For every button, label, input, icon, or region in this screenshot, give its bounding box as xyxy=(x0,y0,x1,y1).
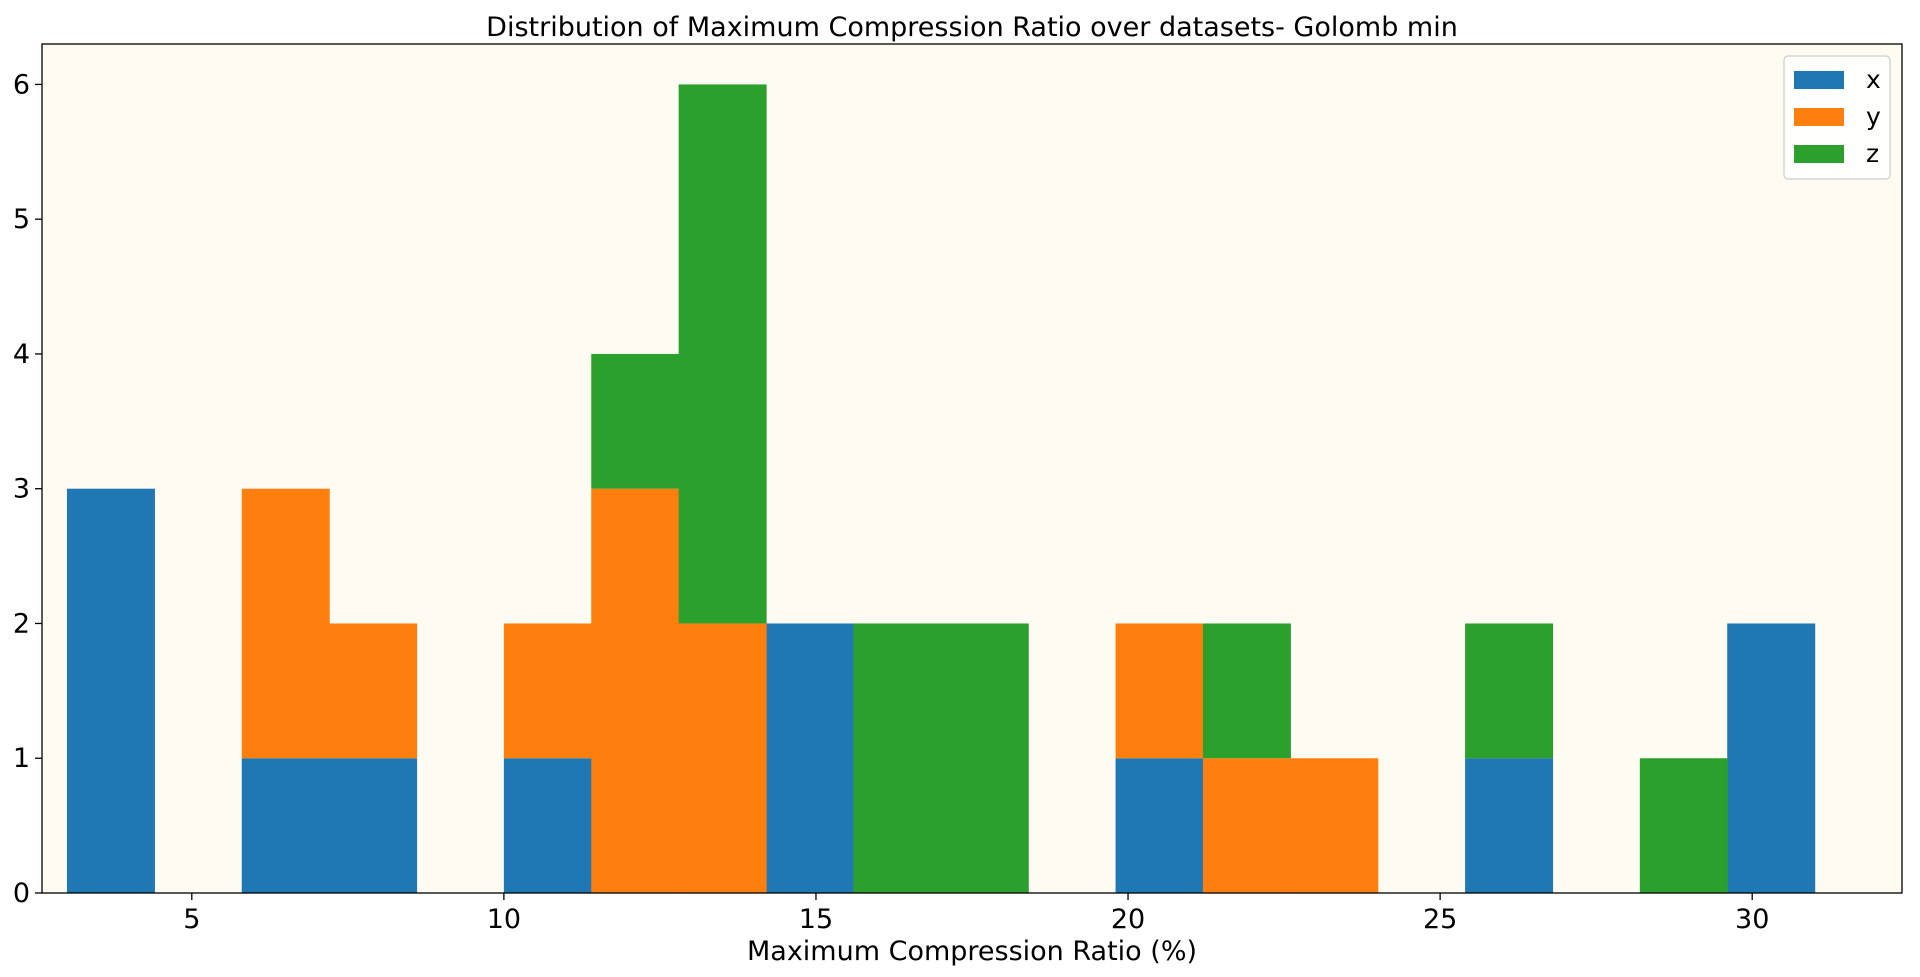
bar-y-bin-6 xyxy=(591,488,680,893)
bar-y-bin-2 xyxy=(241,488,330,759)
y-tick-label: 2 xyxy=(13,608,30,639)
y-tick-label: 3 xyxy=(13,474,30,505)
bar-z-bin-9 xyxy=(853,623,942,893)
bar-y-bin-7 xyxy=(678,623,767,893)
bar-y-bin-13 xyxy=(1202,758,1291,893)
bar-x-bin-3 xyxy=(329,758,418,893)
x-tick-label: 30 xyxy=(1735,904,1769,935)
bars-layer xyxy=(66,84,1816,893)
x-axis-label: Maximum Compression Ratio (%) xyxy=(747,936,1197,967)
plot-frame xyxy=(41,43,1903,894)
x-tick-label: 25 xyxy=(1423,904,1457,935)
x-axis-ticks: 5 10 15 20 25 30 xyxy=(183,893,1769,935)
bar-z-bin-6 xyxy=(591,353,680,489)
bar-y-bin-12 xyxy=(1115,623,1204,759)
chart-title: Distribution of Maximum Compression Rati… xyxy=(486,12,1458,43)
legend-swatch-x xyxy=(1794,71,1844,89)
bar-z-bin-10 xyxy=(940,623,1029,893)
legend-swatch-z xyxy=(1794,145,1844,163)
x-tick-label: 5 xyxy=(183,904,200,935)
legend-label-x: x xyxy=(1866,65,1881,94)
bar-z-bin-16 xyxy=(1465,623,1554,759)
x-tick-label: 20 xyxy=(1111,904,1145,935)
bar-y-bin-5 xyxy=(503,623,592,759)
bar-x-bin-0 xyxy=(66,488,155,893)
bar-z-bin-18 xyxy=(1639,758,1728,893)
y-axis-ticks: 0 1 2 3 4 5 6 xyxy=(13,69,42,909)
legend-label-y: y xyxy=(1866,102,1881,131)
bar-z-bin-7 xyxy=(678,84,767,624)
bar-z-bin-13 xyxy=(1202,623,1291,759)
legend-swatch-y xyxy=(1794,108,1844,126)
bar-x-bin-5 xyxy=(503,758,592,893)
x-tick-label: 10 xyxy=(487,904,521,935)
y-tick-label: 1 xyxy=(13,743,30,774)
legend-label-z: z xyxy=(1866,139,1879,168)
legend: xyz xyxy=(1783,55,1891,180)
y-tick-label: 0 xyxy=(13,878,30,909)
bar-x-bin-12 xyxy=(1115,758,1204,893)
y-tick-label: 4 xyxy=(13,339,30,370)
bar-x-bin-16 xyxy=(1465,758,1554,893)
bar-x-bin-2 xyxy=(241,758,330,893)
bar-y-bin-3 xyxy=(329,623,418,759)
y-tick-label: 6 xyxy=(13,69,30,100)
y-tick-label: 5 xyxy=(13,204,30,235)
bar-y-bin-14 xyxy=(1290,758,1379,893)
bar-x-bin-8 xyxy=(766,623,855,893)
bar-x-bin-19 xyxy=(1727,623,1816,893)
x-tick-label: 15 xyxy=(799,904,833,935)
